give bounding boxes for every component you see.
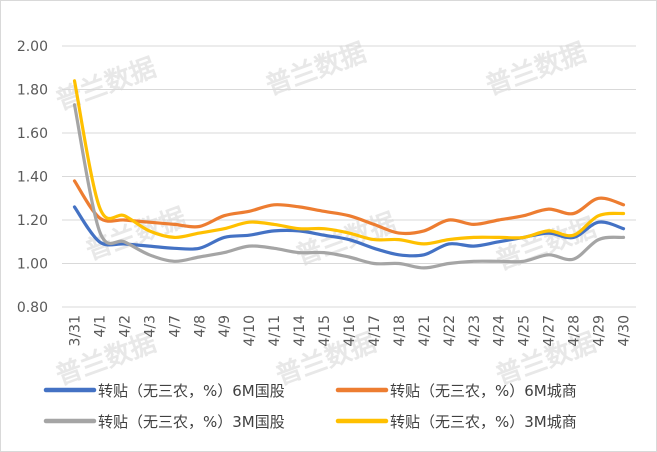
x-tick-label: 4/1 <box>92 315 108 338</box>
series-lines <box>72 79 626 270</box>
x-tick-label: 4/16 <box>342 315 358 347</box>
x-tick-label: 4/30 <box>617 315 633 346</box>
x-tick-label: 4/3 <box>142 315 158 338</box>
x-tick-label: 4/10 <box>242 315 258 346</box>
x-tick-label: 4/23 <box>467 315 483 346</box>
watermark-text: 普兰数据 <box>82 202 190 267</box>
x-tick-label: 4/25 <box>517 315 533 346</box>
x-tick-label: 4/9 <box>217 315 233 338</box>
series-line-2 <box>72 179 626 236</box>
x-axis-ticks: 3/31 4/1 4/2 4/3 4/7 4/8 4/9 4/10 4/11 4/14 4/15 4/… <box>67 315 632 347</box>
x-tick-label: 3/31 <box>67 315 83 346</box>
watermark-text: 普兰数据 <box>492 212 600 277</box>
x-tick-label: 4/7 <box>167 315 183 338</box>
series-line-4 <box>72 79 626 246</box>
y-axis-ticks: 0.80 1.00 1.20 1.40 1.60 1.80 2.00 <box>17 39 48 316</box>
x-tick-label: 4/27 <box>542 315 558 346</box>
x-tick-label: 4/22 <box>442 315 458 346</box>
y-tick-label: 1.80 <box>17 83 48 99</box>
y-tick-label: 0.80 <box>17 300 48 316</box>
legend-label: 转贴（无三农，%）3M国股 <box>98 413 285 431</box>
x-tick-label: 4/14 <box>292 315 308 347</box>
x-tick-label: 4/15 <box>317 315 333 346</box>
watermark-text: 普兰数据 <box>482 37 590 102</box>
x-tick-label: 4/29 <box>592 315 608 346</box>
series-line-3 <box>72 103 626 270</box>
x-tick-label: 4/17 <box>367 315 383 346</box>
x-tick-label: 4/24 <box>492 315 508 347</box>
x-tick-label: 4/8 <box>192 315 208 338</box>
y-tick-label: 1.20 <box>17 213 48 229</box>
y-tick-label: 1.40 <box>17 170 48 186</box>
legend-label: 转贴（无三农，%）3M城商 <box>390 413 577 431</box>
legend-label: 转贴（无三农，%）6M城商 <box>390 382 577 400</box>
x-tick-label: 4/2 <box>117 315 133 338</box>
y-tick-label: 2.00 <box>17 39 48 55</box>
x-tick-label: 4/28 <box>567 315 583 346</box>
gridlines <box>62 45 636 308</box>
watermark-text: 普兰数据 <box>52 52 160 117</box>
x-tick-label: 4/18 <box>392 315 408 346</box>
watermark-text: 普兰数据 <box>262 37 370 102</box>
x-tick-label: 4/21 <box>417 315 433 346</box>
legend-label: 转贴（无三农，%）6M国股 <box>98 382 285 400</box>
y-tick-label: 1.60 <box>17 126 48 142</box>
y-tick-label: 1.00 <box>17 257 48 273</box>
x-tick-label: 4/11 <box>267 315 283 346</box>
